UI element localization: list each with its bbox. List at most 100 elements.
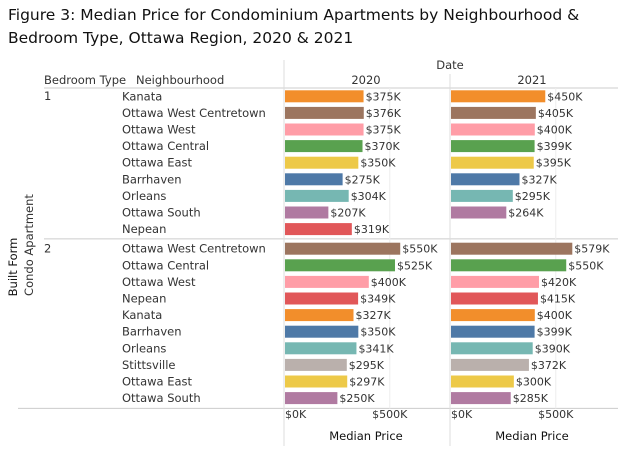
bedroom-type-label-1: 1: [44, 89, 51, 103]
neighbourhood-label-1-kanata: Kanata: [122, 89, 162, 103]
bar-1-kanata-2020: [285, 90, 364, 103]
outer-row-label-built-form: Built Form: [6, 238, 20, 297]
bar-2-ottawa-south-2021: [451, 392, 511, 405]
bar-1-ottawa-west-centretown-2020: [285, 106, 364, 119]
outer-row-value-condo-apartment: Condo Apartment: [22, 194, 36, 296]
neighbourhood-label-1-ottawa-west: Ottawa West: [122, 123, 196, 137]
tick-label-2020-500: $500K: [372, 408, 408, 421]
data-label-2-ottawa-west-2021: $420K: [541, 276, 577, 289]
bar-2-orleans-2020: [285, 342, 357, 355]
bar-2-stittsville-2021: [451, 358, 529, 371]
neighbourhood-label-1-orleans: Orleans: [122, 189, 166, 203]
bar-1-ottawa-south-2020: [285, 206, 329, 219]
data-label-2-ottawa-east-2020: $297K: [349, 376, 385, 389]
data-label-1-nepean-2020: $319K: [354, 223, 390, 236]
column-header-date: Date: [436, 58, 464, 72]
data-label-2-kanata-2020: $327K: [356, 309, 392, 322]
neighbourhood-label-2-ottawa-west: Ottawa West: [122, 275, 196, 289]
data-label-2-ottawa-central-2020: $525K: [397, 259, 433, 272]
data-label-1-ottawa-west-2021: $400K: [537, 124, 573, 137]
data-label-2-ottawa-east-2021: $300K: [516, 376, 552, 389]
bar-1-orleans-2020: [285, 189, 349, 202]
bar-2-ottawa-east-2021: [451, 375, 514, 388]
bar-1-orleans-2021: [451, 189, 513, 202]
data-label-2-nepean-2020: $349K: [360, 293, 396, 306]
bar-1-barrhaven-2020: [285, 173, 343, 186]
bar-1-nepean-2020: [285, 223, 352, 236]
neighbourhood-label-1-ottawa-west-centretown: Ottawa West Centretown: [122, 106, 266, 120]
data-label-2-barrhaven-2021: $399K: [537, 326, 573, 339]
tick-label-2020-0: $0K: [285, 408, 307, 421]
neighbourhood-label-1-nepean: Nepean: [122, 222, 166, 236]
neighbourhood-label-1-ottawa-central: Ottawa Central: [122, 139, 209, 153]
data-label-1-ottawa-east-2021: $395K: [536, 157, 572, 170]
page-title: Figure 3: Median Price for Condominium A…: [8, 6, 580, 47]
bar-2-ottawa-east-2020: [285, 375, 348, 388]
neighbourhood-label-2-nepean: Nepean: [122, 292, 166, 306]
data-label-2-barrhaven-2020: $350K: [360, 326, 396, 339]
x-axis-title-2021: Median Price: [495, 429, 569, 443]
bar-1-ottawa-central-2021: [451, 140, 535, 153]
data-label-1-ottawa-west-centretown-2021: $405K: [538, 107, 574, 120]
bar-1-ottawa-south-2021: [451, 206, 507, 219]
data-label-1-ottawa-central-2021: $399K: [537, 140, 573, 153]
bar-2-ottawa-central-2021: [451, 259, 567, 272]
bar-2-orleans-2021: [451, 342, 533, 355]
data-label-1-ottawa-west-centretown-2020: $376K: [366, 107, 402, 120]
data-label-2-ottawa-central-2021: $550K: [568, 259, 604, 272]
neighbourhood-label-2-kanata: Kanata: [122, 308, 162, 322]
bar-2-barrhaven-2021: [451, 325, 535, 338]
data-label-2-nepean-2021: $415K: [540, 293, 576, 306]
row-header-neighbourhood: Neighbourhood: [136, 73, 224, 87]
bar-1-ottawa-east-2020: [285, 156, 359, 169]
data-label-2-stittsville-2020: $295K: [349, 359, 385, 372]
bar-1-ottawa-west-centretown-2021: [451, 106, 536, 119]
bar-2-stittsville-2020: [285, 358, 347, 371]
data-label-1-barrhaven-2021: $327K: [522, 173, 558, 186]
neighbourhood-label-2-ottawa-west-centretown: Ottawa West Centretown: [122, 242, 266, 256]
bar-1-ottawa-west-2020: [285, 123, 364, 136]
data-label-2-ottawa-west-centretown-2021: $579K: [574, 243, 610, 256]
data-label-1-ottawa-south-2020: $207K: [330, 207, 366, 220]
panel-header-2020: 2020: [351, 73, 380, 87]
row-header-bedroom-type: Bedroom Type: [44, 73, 126, 87]
panel-header-2021: 2021: [517, 73, 546, 87]
bar-2-barrhaven-2020: [285, 325, 359, 338]
bar-1-ottawa-central-2020: [285, 140, 363, 153]
bar-1-ottawa-west-2021: [451, 123, 535, 136]
neighbourhood-label-1-ottawa-south: Ottawa South: [122, 206, 201, 220]
bar-2-ottawa-west-centretown-2021: [451, 242, 573, 255]
data-label-2-ottawa-south-2021: $285K: [513, 392, 549, 405]
tick-label-2021-500: $500K: [538, 408, 574, 421]
data-label-1-kanata-2020: $375K: [366, 90, 402, 103]
neighbourhood-label-2-ottawa-east: Ottawa East: [122, 375, 193, 389]
bar-2-ottawa-west-2020: [285, 275, 369, 288]
bedroom-type-label-2: 2: [44, 241, 51, 255]
data-label-1-barrhaven-2020: $275K: [345, 173, 381, 186]
x-axis-title-2020: Median Price: [329, 429, 403, 443]
data-label-1-ottawa-central-2020: $370K: [365, 140, 401, 153]
neighbourhood-label-2-ottawa-central: Ottawa Central: [122, 258, 209, 272]
data-label-2-orleans-2021: $390K: [535, 342, 571, 355]
data-label-1-orleans-2021: $295K: [515, 190, 551, 203]
bar-2-kanata-2020: [285, 309, 354, 322]
neighbourhood-label-2-orleans: Orleans: [122, 341, 166, 355]
neighbourhood-label-2-ottawa-south: Ottawa South: [122, 391, 201, 405]
neighbourhood-label-1-ottawa-east: Ottawa East: [122, 156, 193, 170]
data-label-2-ottawa-south-2020: $250K: [339, 392, 375, 405]
bar-2-ottawa-west-centretown-2020: [285, 242, 401, 255]
data-label-2-kanata-2021: $400K: [537, 309, 573, 322]
data-label-2-ottawa-west-centretown-2020: $550K: [402, 243, 438, 256]
bar-1-ottawa-east-2021: [451, 156, 534, 169]
data-label-2-ottawa-west-2020: $400K: [371, 276, 407, 289]
data-label-1-kanata-2021: $450K: [547, 90, 583, 103]
bar-1-kanata-2021: [451, 90, 546, 103]
data-label-1-orleans-2020: $304K: [351, 190, 387, 203]
neighbourhood-label-1-barrhaven: Barrhaven: [122, 172, 182, 186]
bar-2-ottawa-central-2020: [285, 259, 395, 272]
data-label-1-ottawa-east-2020: $350K: [360, 157, 396, 170]
neighbourhood-label-2-barrhaven: Barrhaven: [122, 325, 182, 339]
bar-2-ottawa-west-2021: [451, 275, 539, 288]
bar-2-nepean-2020: [285, 292, 359, 305]
